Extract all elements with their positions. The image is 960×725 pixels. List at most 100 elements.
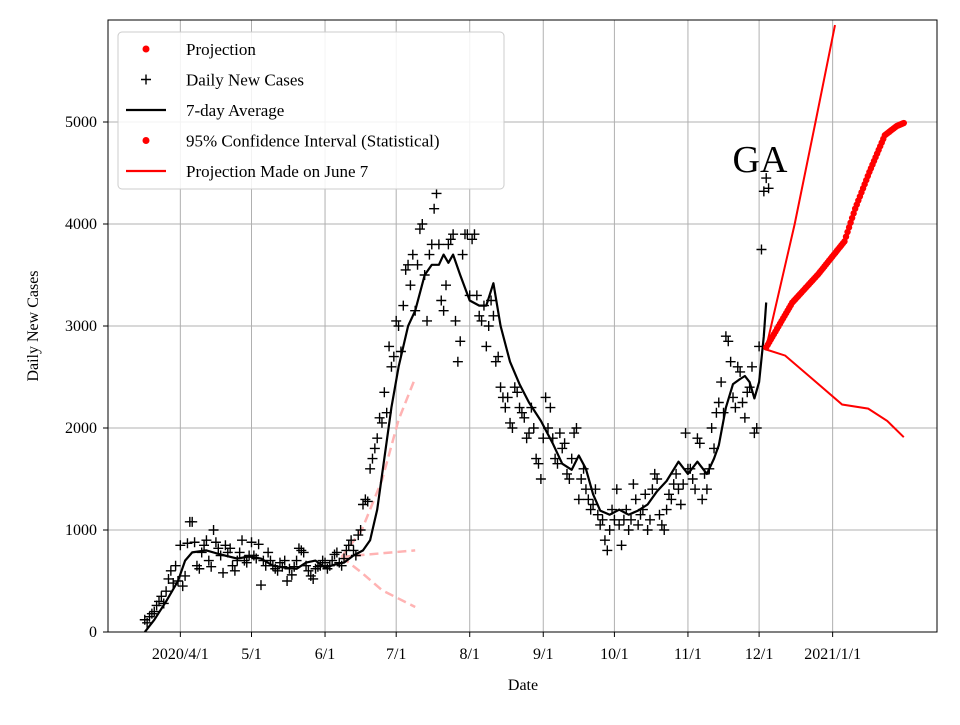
daily-case-point <box>720 331 731 342</box>
daily-case-point <box>279 555 290 566</box>
legend-label: Daily New Cases <box>186 71 304 90</box>
daily-case-point <box>360 494 371 505</box>
daily-case-point <box>153 596 164 607</box>
daily-case-point <box>502 392 513 403</box>
daily-case-point <box>597 514 608 525</box>
daily-case-point <box>384 341 395 352</box>
daily-case-point <box>595 519 606 530</box>
daily-case-point <box>443 239 454 250</box>
daily-case-point <box>417 219 428 229</box>
daily-case-point <box>493 351 504 362</box>
daily-case-point <box>640 489 651 500</box>
daily-case-point <box>329 549 340 560</box>
series-group <box>139 24 907 632</box>
daily-case-point <box>289 561 300 572</box>
daily-case-point <box>519 412 530 423</box>
daily-case-point <box>626 514 637 525</box>
legend-dot-marker <box>142 45 150 53</box>
daily-case-point <box>414 224 425 235</box>
daily-case-point <box>583 494 594 505</box>
daily-case-point <box>673 484 684 495</box>
daily-case-point <box>210 537 221 548</box>
daily-case-point <box>751 423 762 433</box>
legend-box <box>117 31 505 190</box>
daily-case-point <box>737 397 748 408</box>
daily-case-point <box>528 423 539 433</box>
daily-case-point <box>234 547 245 558</box>
daily-case-point <box>697 494 708 505</box>
daily-case-point <box>362 496 373 507</box>
daily-case-point <box>571 423 582 433</box>
y-tick-label: 4000 <box>65 216 97 233</box>
daily-case-point <box>286 569 297 580</box>
daily-case-point <box>538 433 549 444</box>
daily-case-point <box>431 188 442 199</box>
x-tick-label: 7/1 <box>386 646 406 663</box>
daily-case-point <box>739 412 750 423</box>
x-tick-label: 10/1 <box>600 646 628 663</box>
daily-case-point <box>194 563 205 574</box>
daily-case-point <box>303 565 314 576</box>
daily-case-point <box>372 433 383 444</box>
daily-case-point <box>509 382 520 393</box>
daily-case-point <box>386 361 397 372</box>
daily-case-point <box>331 547 342 558</box>
legend-dot-marker <box>142 137 150 144</box>
daily-case-point <box>161 586 172 597</box>
plot-series <box>139 24 907 632</box>
legend-label: Projection Made on June 7 <box>186 162 369 181</box>
daily-case-point <box>376 417 387 428</box>
daily-case-point <box>535 474 546 484</box>
daily-case-point <box>559 438 570 449</box>
daily-case-point <box>424 249 435 260</box>
daily-case-point <box>474 310 485 321</box>
daily-case-point <box>405 280 416 291</box>
daily-case-point <box>422 315 433 326</box>
daily-case-point <box>471 290 482 301</box>
daily-case-point <box>165 565 176 576</box>
x-tick-label: 6/1 <box>315 646 335 663</box>
daily-case-point <box>735 366 746 377</box>
daily-case-point <box>576 474 587 484</box>
y-tick-label: 3000 <box>65 318 97 335</box>
daily-case-point <box>403 259 414 270</box>
daily-case-point <box>585 504 596 515</box>
daily-case-point <box>616 540 627 551</box>
daily-case-point <box>407 249 418 260</box>
daily-case-point <box>481 341 492 352</box>
daily-case-point <box>666 494 677 505</box>
daily-case-point <box>564 474 575 484</box>
daily-case-point <box>569 428 580 439</box>
daily-case-point <box>507 423 518 433</box>
daily-case-point <box>602 545 613 556</box>
axis-ticks: 2020/4/1 5/1 6/1 7/1 8/1 9/1 10/1 11/1 12/1 2021/… <box>65 114 861 663</box>
daily-case-point <box>208 525 219 535</box>
daily-case-point <box>467 234 478 245</box>
x-tick-label: 8/1 <box>459 646 479 663</box>
daily-case-point <box>505 417 516 428</box>
daily-case-point <box>763 183 774 194</box>
june7-projection-middle-line <box>341 549 416 559</box>
daily-case-point <box>604 525 615 535</box>
daily-case-point <box>170 560 181 571</box>
daily-case-point <box>732 361 743 372</box>
daily-case-point <box>573 494 584 505</box>
daily-case-point <box>218 567 229 578</box>
daily-case-point <box>199 540 210 551</box>
daily-case-point <box>263 547 274 558</box>
daily-case-point <box>180 570 191 581</box>
daily-case-point <box>225 543 236 554</box>
daily-case-point <box>730 402 741 413</box>
daily-case-point <box>367 453 378 464</box>
daily-case-point <box>343 540 354 551</box>
daily-case-point <box>293 543 304 554</box>
daily-case-point <box>545 402 556 413</box>
daily-case-point <box>189 537 200 548</box>
legend-item: Daily New Cases <box>141 71 304 90</box>
daily-case-point <box>611 484 622 495</box>
ci-lower-line <box>765 348 905 438</box>
y-tick-label: 5000 <box>65 114 97 131</box>
daily-case-point <box>369 443 380 454</box>
daily-case-point <box>656 519 667 530</box>
daily-case-point <box>692 433 703 444</box>
